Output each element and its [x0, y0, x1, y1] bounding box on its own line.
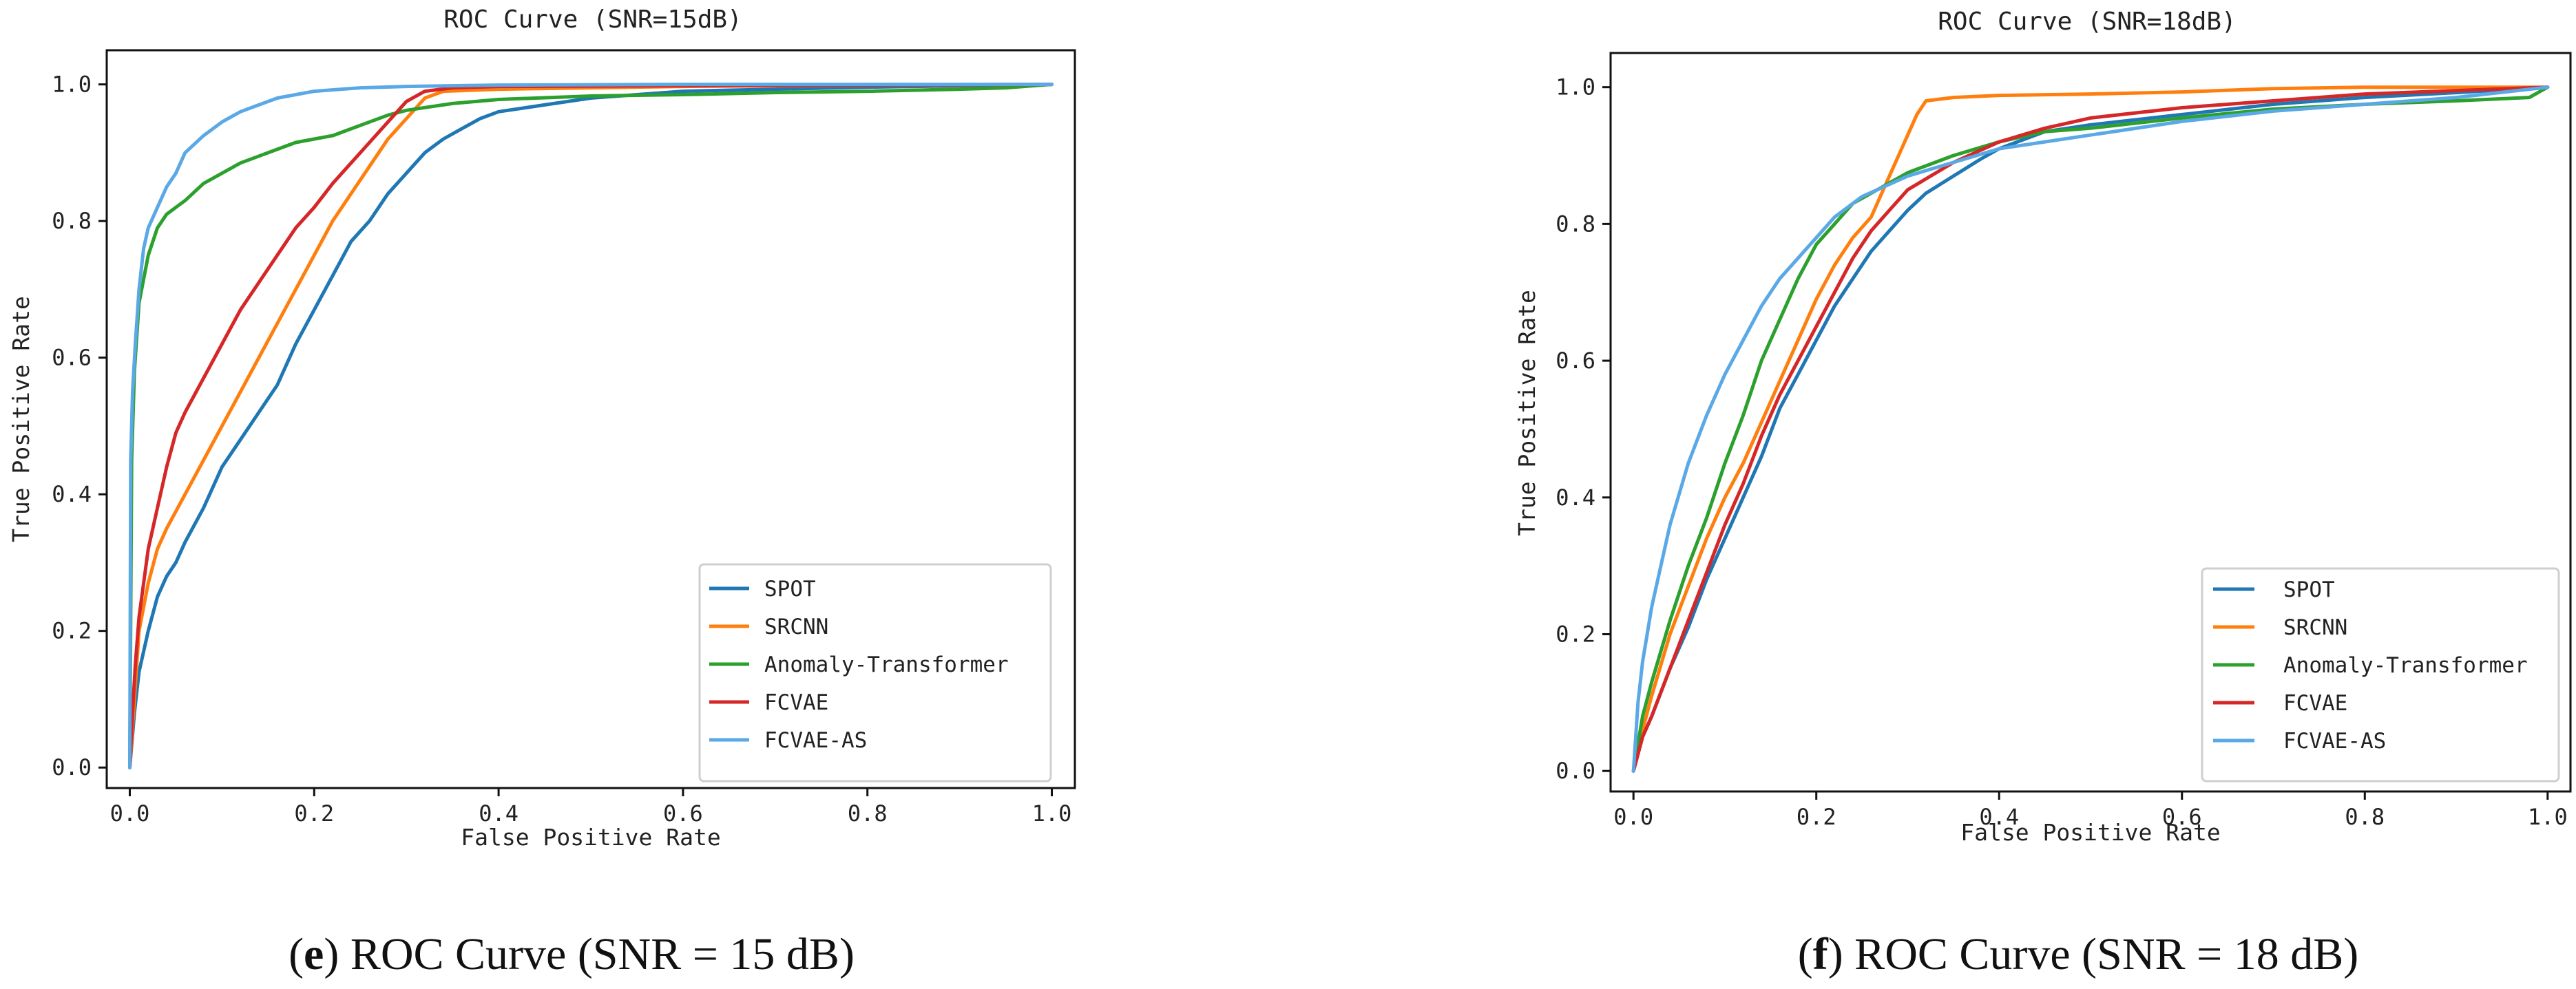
legend-label: SRCNN — [2283, 615, 2347, 640]
x-tick-label: 1.0 — [1032, 800, 1072, 827]
x-axis-label: False Positive Rate — [461, 824, 721, 851]
series-line-srcnn — [1631, 85, 2550, 773]
legend-entry: FCVAE-AS — [2213, 729, 2386, 754]
y-tick-label: 0.2 — [1556, 621, 1595, 647]
x-tick-label: 0.6 — [2162, 804, 2202, 830]
y-tick-label: 1.0 — [52, 72, 92, 98]
legend-label: FCVAE-AS — [764, 728, 867, 753]
series-line-fcvae-as — [1631, 85, 2550, 773]
plot-frame — [1609, 52, 2572, 793]
axis-ticks — [1602, 86, 2549, 800]
legend-entry: SPOT — [709, 577, 816, 602]
series-line-spot — [1631, 85, 2550, 773]
legend-entry: SRCNN — [2213, 615, 2347, 640]
roc-chart-snr-15: ROC Curve (SNR=15dB) 0.0 0.2 0.4 0.6 0.8… — [8, 6, 1076, 979]
chart-title: ROC Curve (SNR=18dB) — [1938, 8, 2236, 36]
y-tick-label: 0.4 — [52, 481, 92, 507]
x-tick-label: 0.2 — [1797, 804, 1836, 830]
series-line-anomaly-transformer — [128, 83, 1054, 769]
y-axis-label: True Positive Rate — [8, 296, 34, 542]
y-tick-label: 0.8 — [52, 208, 92, 234]
x-tick-label: 1.0 — [2528, 804, 2568, 830]
legend-frame — [698, 563, 1052, 783]
legend-entry: SPOT — [2213, 577, 2335, 602]
chart-title: ROC Curve (SNR=15dB) — [443, 6, 742, 34]
x-tick-label: 0.8 — [848, 800, 888, 827]
y-tick-label: 0.6 — [52, 345, 92, 371]
series-lines — [1631, 85, 2550, 773]
series-line-srcnn — [128, 83, 1054, 769]
x-tick-label: 0.4 — [479, 800, 519, 827]
roc-chart-snr-18: ROC Curve (SNR=18dB) 0.0 0.2 0.4 0.6 0.8… — [1514, 8, 2572, 979]
x-tick-label: 0.0 — [110, 800, 150, 827]
legend: SPOT SRCNN Anomaly-Transformer FCVAE FCV… — [2201, 567, 2560, 783]
x-tick-label: 0.6 — [663, 800, 703, 827]
series-line-fcvae — [128, 83, 1054, 769]
legend-frame — [2201, 567, 2560, 783]
x-axis-label: False Positive Rate — [1960, 819, 2221, 846]
caption-letter: e — [304, 929, 324, 979]
legend-label: SPOT — [764, 577, 816, 602]
axis-ticks — [98, 83, 1054, 796]
legend-entry: Anomaly-Transformer — [709, 652, 1009, 677]
y-tick-label: 0.6 — [1556, 348, 1595, 374]
y-tick-label: 0.4 — [1556, 485, 1595, 511]
y-tick-label: 0.0 — [52, 754, 92, 780]
legend-label: FCVAE — [764, 690, 828, 715]
y-axis-label: True Positive Rate — [1514, 290, 1540, 536]
x-tick-label: 0.8 — [2345, 804, 2385, 830]
axis-tick-labels: 0.0 0.2 0.4 0.6 0.8 1.0 0.0 0.2 0.4 0.6 … — [52, 72, 1071, 827]
x-tick-label: 0.2 — [294, 800, 334, 827]
plot-frame — [105, 49, 1076, 789]
legend: SPOT SRCNN Anomaly-Transformer FCVAE FCV… — [698, 563, 1052, 783]
legend-label: SPOT — [2283, 577, 2335, 602]
y-tick-label: 1.0 — [1556, 74, 1595, 100]
y-tick-label: 0.2 — [52, 618, 92, 644]
legend-entry: Anomaly-Transformer — [2213, 653, 2528, 678]
legend-label: SRCNN — [764, 615, 828, 639]
series-line-fcvae-as — [128, 83, 1054, 769]
legend-label: FCVAE-AS — [2283, 729, 2386, 754]
caption-text: ROC Curve (SNR = 18 dB) — [1854, 929, 2358, 979]
caption-text: ROC Curve (SNR = 15 dB) — [350, 929, 855, 979]
caption-letter: f — [1813, 929, 1829, 979]
legend-entry: SRCNN — [709, 615, 828, 639]
legend-label: Anomaly-Transformer — [2283, 653, 2528, 678]
legend-label: FCVAE — [2283, 691, 2347, 716]
series-line-fcvae — [1631, 85, 2550, 773]
figure-caption: (e) ROC Curve (SNR = 15 dB) — [289, 929, 855, 979]
x-tick-label: 0.4 — [1979, 804, 2019, 830]
axis-tick-labels: 0.0 0.2 0.4 0.6 0.8 1.0 0.0 0.2 0.4 0.6 … — [1556, 74, 2568, 830]
legend-label: Anomaly-Transformer — [764, 652, 1009, 677]
x-tick-label: 0.0 — [1613, 804, 1653, 830]
legend-entry: FCVAE — [2213, 691, 2347, 716]
legend-entry: FCVAE-AS — [709, 728, 867, 753]
y-tick-label: 0.0 — [1556, 758, 1595, 784]
y-tick-label: 0.8 — [1556, 211, 1595, 237]
figure-caption: (f) ROC Curve (SNR = 18 dB) — [1798, 929, 2359, 979]
series-lines — [128, 83, 1054, 769]
legend-entry: FCVAE — [709, 690, 828, 715]
